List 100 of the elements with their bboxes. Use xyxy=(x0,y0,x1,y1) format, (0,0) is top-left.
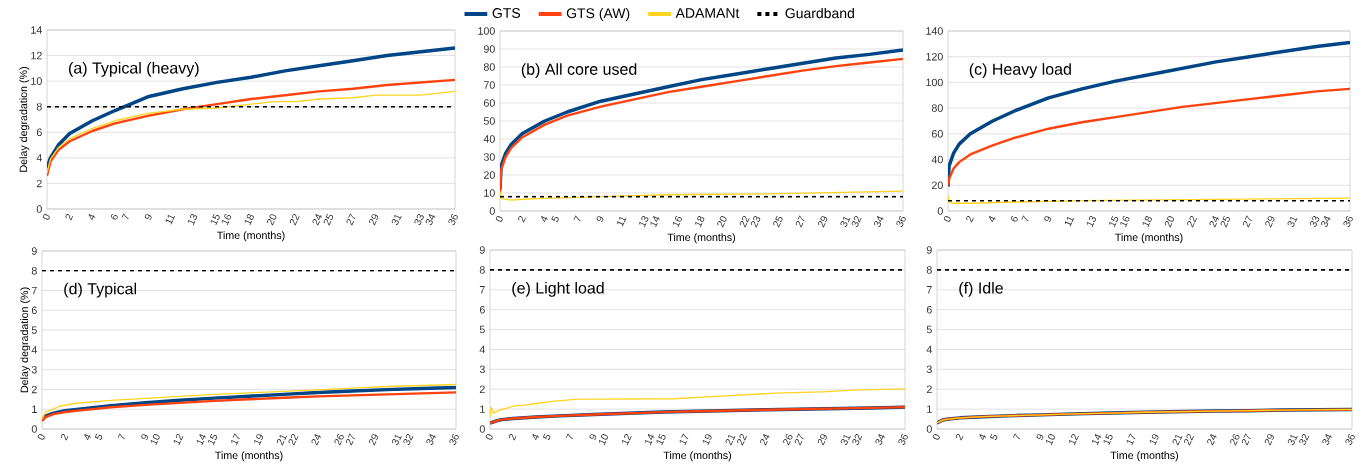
x-tick-label: 36 xyxy=(448,214,458,226)
y-tick-label: 4 xyxy=(36,154,42,162)
x-tick-label: 0 xyxy=(42,214,50,220)
x-tick-label: 18 xyxy=(1142,216,1152,228)
legend-label: GTS (AW) xyxy=(566,8,630,22)
x-tick-label: 4 xyxy=(541,216,548,223)
x-tick-label: 29 xyxy=(368,434,379,446)
x-tick-label: 15 xyxy=(210,213,220,226)
x-tick-label: 34 xyxy=(874,216,884,228)
text: (e) Light load xyxy=(512,282,604,298)
x-tick-label: 17 xyxy=(679,433,689,446)
y-tick-label: 30 xyxy=(483,153,495,161)
x-tick-label: 4 xyxy=(84,434,92,441)
y-tick-label: 70 xyxy=(483,81,495,89)
x-tick-label: 27 xyxy=(345,433,355,446)
x-tick-label: 32 xyxy=(403,434,414,446)
x-tick-label: 22 xyxy=(737,434,747,446)
x-tick-label: 14 xyxy=(645,434,655,446)
y-tick-label: 1 xyxy=(480,405,485,413)
y-tick-label: 0 xyxy=(926,425,932,433)
x-tick-label: 18 xyxy=(244,214,254,226)
y-tick-label: 40 xyxy=(483,135,495,143)
y-tick-label: 0 xyxy=(937,207,943,215)
x-tick-label: 27 xyxy=(346,213,356,226)
x-tick-label: 5 xyxy=(542,433,551,441)
y-tick-label: 20 xyxy=(483,171,495,179)
x-tick-label: 2 xyxy=(65,214,74,221)
x-tick-label: 17 xyxy=(231,433,240,446)
y-tick-label: 9 xyxy=(479,246,485,254)
y-tick-label: 10 xyxy=(31,77,42,86)
x-tick-label: 20 xyxy=(1164,216,1175,228)
x-tick-label: 11 xyxy=(617,217,627,227)
y-tick-label: 3 xyxy=(479,365,485,374)
x-tick-label: 18 xyxy=(695,216,705,228)
x-tick-label: 14 xyxy=(1092,434,1102,446)
x-tick-label: 23 xyxy=(750,216,761,228)
x-tick-label: 7 xyxy=(117,433,125,440)
y-tick-label: 4 xyxy=(926,345,932,354)
y-tick-label: 9 xyxy=(926,246,932,254)
x-tick-label: 19 xyxy=(254,434,264,446)
x-tick-label: 4 xyxy=(88,214,96,221)
x-tick-label: 7 xyxy=(565,433,574,440)
y-tick-label: 6 xyxy=(926,306,932,314)
x-tick-label: 36 xyxy=(898,434,908,446)
y-tick-label: 80 xyxy=(483,63,495,71)
text: (d) Typical xyxy=(64,282,136,298)
x-tick-label: 2 xyxy=(955,434,964,441)
x-axis-title: Time (months) xyxy=(663,451,731,462)
y-tick-label: 1 xyxy=(32,405,37,414)
y-tick-label: 100 xyxy=(478,27,495,35)
x-tick-label: 13 xyxy=(1086,216,1096,228)
x-tick-label: 12 xyxy=(622,434,632,446)
x-tick-label: 25 xyxy=(323,213,334,226)
x-tick-label: 20 xyxy=(267,214,277,226)
x-tick-label: 6 xyxy=(110,214,118,220)
legend-label: GTS xyxy=(492,8,521,19)
x-tick-label: 13 xyxy=(639,216,649,228)
x-tick-label: 14 xyxy=(650,216,660,228)
x-tick-label: 19 xyxy=(1149,434,1159,446)
y-tick-label: 20 xyxy=(931,181,943,190)
x-tick-label: 9 xyxy=(141,434,149,440)
text: (c) Heavy load xyxy=(969,63,1071,79)
x-tick-label: 24 xyxy=(312,214,323,226)
x-axis-title: Time (months) xyxy=(217,231,285,242)
y-tick-label: 80 xyxy=(931,104,943,113)
y-axis-title: Delay degradation (%) xyxy=(20,287,31,393)
x-tick-label: 11 xyxy=(1064,217,1075,227)
x-axis-title: Time (months) xyxy=(215,451,283,462)
x-tick-label: 10 xyxy=(150,434,160,446)
y-axis-title: Delay degradation (%) xyxy=(19,67,30,172)
x-tick-label: 2 xyxy=(518,216,526,223)
x-tick-label: 9 xyxy=(589,434,597,440)
y-tick-label: 12 xyxy=(31,52,42,60)
x-axis-title: Time (months) xyxy=(1115,233,1183,244)
y-tick-label: 8 xyxy=(31,267,37,275)
y-tick-label: 4 xyxy=(479,345,485,354)
y-tick-label: 0 xyxy=(489,207,495,215)
x-tick-label: 16 xyxy=(222,214,232,226)
x-tick-label: 0 xyxy=(495,216,503,222)
y-tick-label: 0 xyxy=(479,425,485,433)
x-tick-label: 32 xyxy=(851,216,862,228)
x-tick-label: 34 xyxy=(1321,216,1331,228)
x-tick-label: 14 xyxy=(196,434,207,446)
x-tick-label: 27 xyxy=(1242,215,1252,228)
x-tick-label: 26 xyxy=(1230,434,1240,446)
y-tick-label: 14 xyxy=(31,26,42,34)
x-tick-label: 4 xyxy=(979,434,987,441)
x-tick-label: 9 xyxy=(1044,216,1052,222)
y-tick-label: 60 xyxy=(483,99,495,107)
y-tick-label: 7 xyxy=(926,286,932,294)
text: (f) Idle xyxy=(959,282,1003,298)
x-tick-label: 5 xyxy=(94,433,103,441)
y-tick-label: 140 xyxy=(926,27,943,35)
y-tick-label: 6 xyxy=(31,306,37,315)
y-tick-label: 5 xyxy=(31,326,37,335)
x-tick-label: 34 xyxy=(426,434,437,446)
x-tick-label: 2 xyxy=(508,434,517,441)
y-tick-label: 50 xyxy=(483,117,495,125)
x-tick-label: 29 xyxy=(818,216,828,228)
x-tick-label: 31 xyxy=(1287,435,1298,446)
